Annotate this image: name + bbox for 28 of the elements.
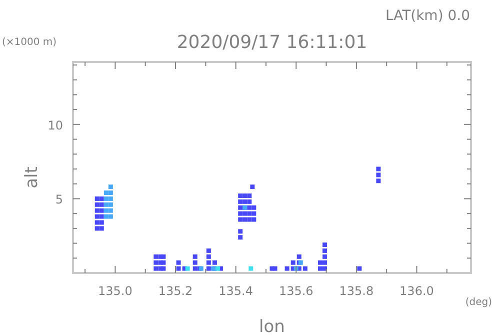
point	[104, 208, 108, 213]
point	[104, 214, 108, 219]
point	[104, 202, 108, 207]
text: 136.0	[400, 284, 434, 298]
text: (×1000 m)	[2, 37, 57, 48]
text: 135.0	[98, 284, 132, 298]
point	[108, 184, 113, 190]
text: (deg)	[465, 297, 492, 308]
point	[108, 190, 113, 196]
chart-title: 2020/09/17 16:11:01	[176, 32, 368, 53]
point	[248, 266, 254, 271]
point	[104, 190, 108, 196]
y-tick-label: 10	[48, 118, 63, 132]
x-tick-label: 135.2	[158, 284, 193, 298]
x-tick-label: 135.6	[278, 284, 314, 298]
x-tick-label: 135.4	[218, 284, 253, 298]
y-axis-title: alt	[22, 166, 42, 188]
point	[104, 196, 108, 201]
point	[185, 266, 190, 271]
x-axis-title: lon	[259, 317, 285, 336]
point	[215, 266, 220, 271]
point	[108, 202, 113, 207]
point	[108, 214, 113, 219]
x-tick-label: 135.8	[339, 284, 374, 298]
point	[108, 196, 113, 201]
y-tick-label: 5	[55, 192, 63, 207]
point	[108, 208, 113, 213]
text: LAT(km) 0.0	[385, 8, 470, 24]
